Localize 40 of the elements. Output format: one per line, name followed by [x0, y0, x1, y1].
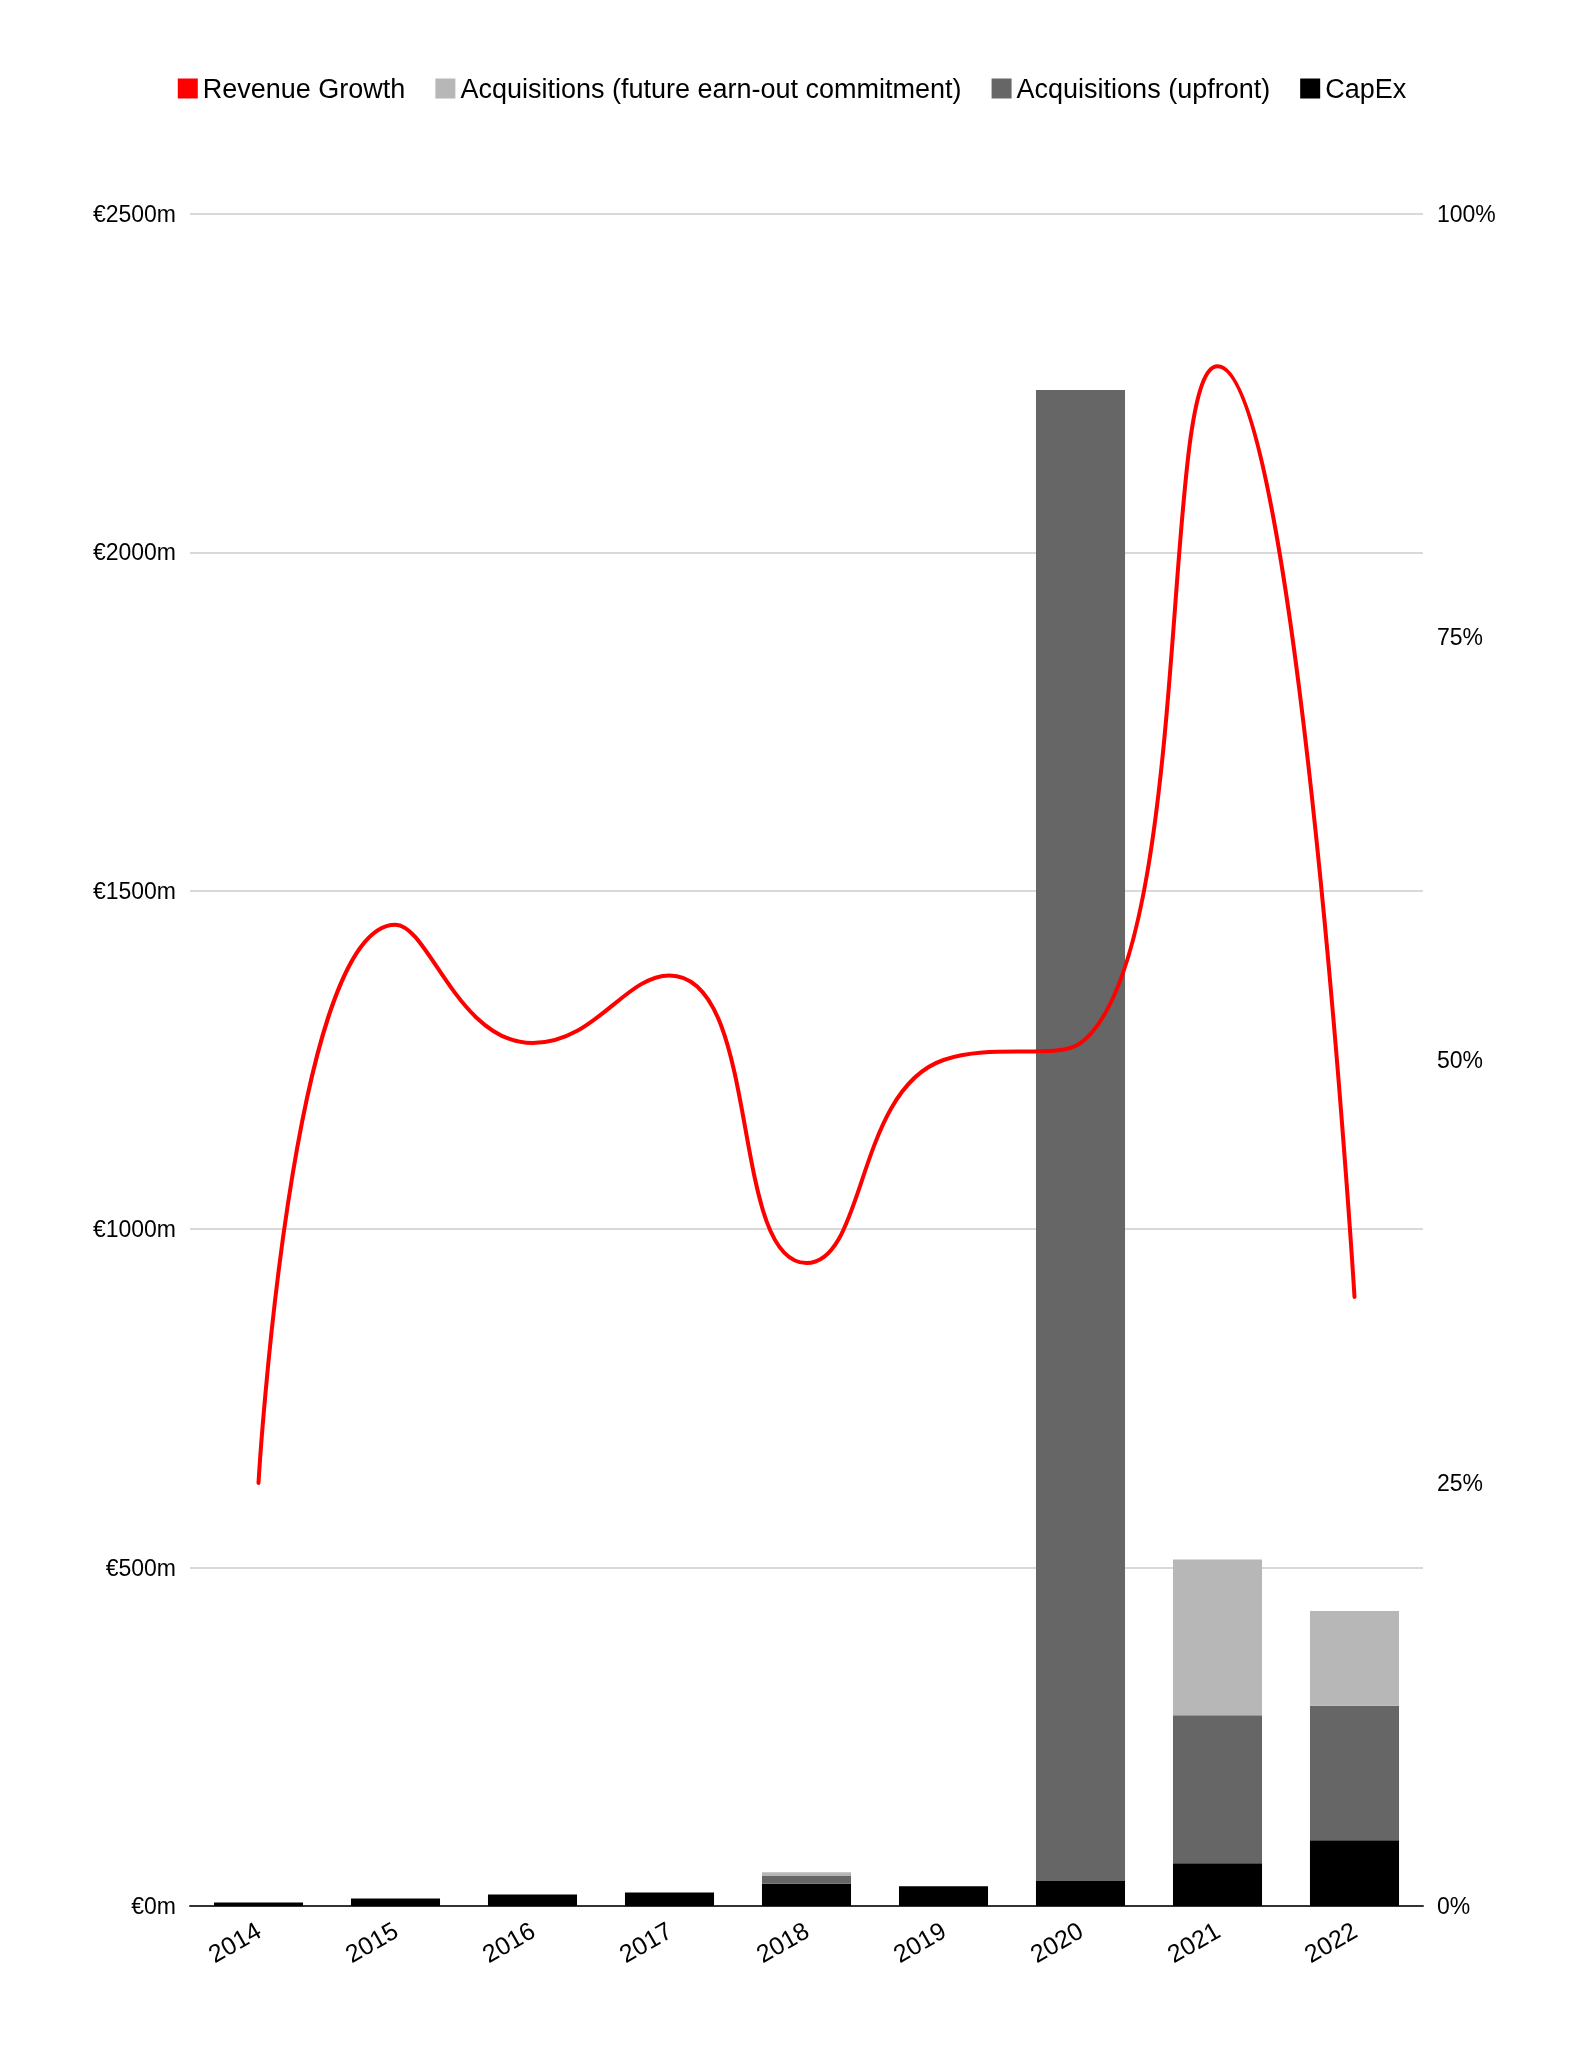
y-tick-label: €1000m [92, 1216, 176, 1243]
x-tick-label: 2017 [614, 1915, 677, 1968]
y-tick-label: €1500m [92, 877, 176, 904]
bar [1035, 389, 1126, 1881]
bar [350, 1898, 441, 1906]
bar [1309, 1705, 1400, 1841]
y-tick-label: €500m [105, 1554, 176, 1581]
bar [487, 1894, 578, 1906]
bar [761, 1875, 852, 1884]
y2-tick-label: 100% [1437, 201, 1496, 227]
x-tick-label: 2018 [751, 1915, 814, 1968]
legend-label: Acquisitions (upfront) [1016, 73, 1271, 104]
x-tick-label: 2016 [477, 1915, 540, 1968]
legend-label: Revenue Growth [202, 73, 406, 104]
x-tick-label: 2020 [1025, 1915, 1088, 1968]
bar [898, 1886, 989, 1906]
line-series [256, 364, 1357, 1485]
x-tick-label: 2022 [1299, 1915, 1362, 1968]
y2-tick-label: 0% [1437, 1893, 1471, 1919]
y2-tick-label: 25% [1437, 1470, 1484, 1496]
x-tick-label: 2019 [888, 1915, 951, 1968]
x-tick-label: 2014 [203, 1915, 266, 1968]
bar [1172, 1715, 1263, 1864]
legend-label: CapEx [1325, 73, 1407, 104]
bar [1172, 1559, 1263, 1716]
bar [761, 1883, 852, 1906]
y2-tick-label: 75% [1437, 624, 1484, 650]
y-tick-label: €2500m [92, 201, 176, 227]
bar [1309, 1610, 1400, 1706]
y-tick-label: €2000m [92, 539, 176, 566]
bar [1035, 1880, 1126, 1906]
bar [761, 1872, 852, 1876]
x-tick-label: 2015 [340, 1915, 403, 1968]
y2-tick-label: 50% [1437, 1047, 1484, 1073]
y-tick-label: €0m [131, 1893, 176, 1919]
bar [1172, 1863, 1263, 1906]
bar [624, 1892, 715, 1906]
legend-label: Acquisitions (future earn-out commitment) [460, 73, 962, 104]
bar [1309, 1840, 1400, 1906]
x-tick-label: 2021 [1162, 1915, 1225, 1968]
